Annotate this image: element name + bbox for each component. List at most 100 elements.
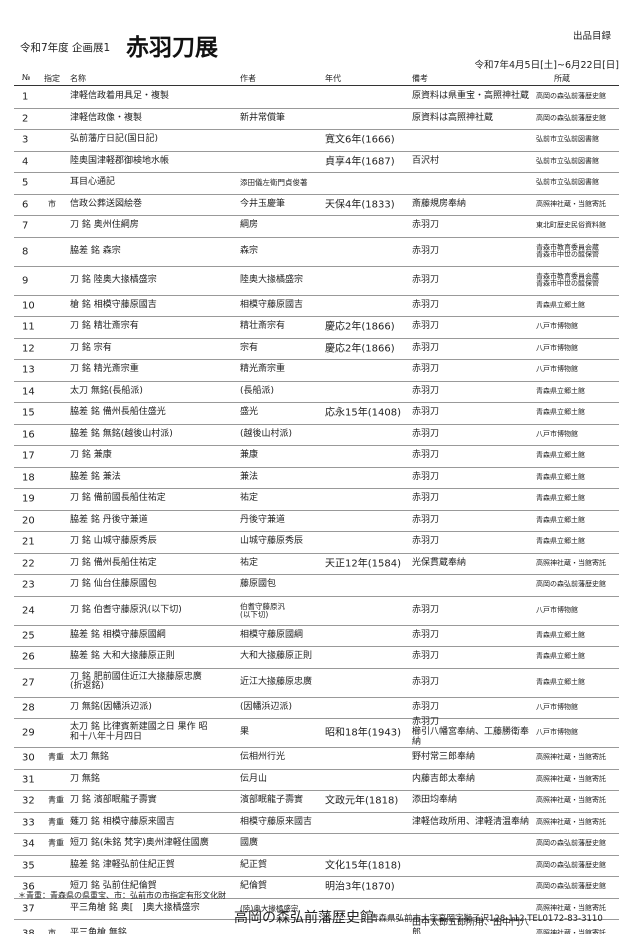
table-row: 25 脇差 銘 相模守藤原國綱 相模守藤原國綱 赤羽刀 青森県立郷土館 (14, 626, 619, 647)
table-row: 37 平三角槍 銘 奥[ ]奥大掾橘盛宗 (陸)奥大掾橘盛宗 高照神社蔵・当館寄託 (14, 899, 619, 920)
item-name: 陸奥国津軽郡御検地水帳 (70, 155, 170, 166)
author: 濱部眠龍子壽實 (240, 795, 304, 806)
remarks: 赤羽刀 (412, 385, 440, 396)
era: 慶応2年(1866) (325, 321, 395, 333)
remarks: 赤羽刀 (412, 220, 440, 231)
remarks: 田中太郎五郎所用、田中門八郎 奉納、槍柄・槍鞘と組み合う (412, 918, 530, 934)
owner: 高照神社蔵・当館寄託 (536, 199, 606, 208)
item-name: 刀 銘 兼康 (70, 450, 112, 461)
era: 明治3年(1870) (325, 881, 395, 893)
table-row: 3 弘前藩庁日記(国日記) 寛文6年(1666) 弘前市立弘前図書館 (14, 130, 619, 152)
owner: 高岡の森弘前藩歴史館 (536, 580, 606, 589)
item-name: 短刀 銘 弘前住紀倫賀 (70, 881, 157, 892)
owner: 高岡の森弘前藩歴史館 (536, 860, 606, 869)
remarks: 野村常三郎奉納 (412, 752, 476, 763)
table-row: 38 市 平三角槍 無銘 田中太郎五郎所用、田中門八郎 奉納、槍柄・槍鞘と組み合う高照… (14, 918, 619, 934)
item-name: 脇差 銘 無銘(越後山村派) (70, 428, 173, 439)
owner: 八戸市博物館 (536, 728, 578, 737)
author: 相模守藤原國吉 (240, 299, 304, 310)
table-row: 11 刀 銘 精壮斎宗有 精壮斎宗有 慶応2年(1866) 赤羽刀 八戸市博物館 (14, 317, 619, 339)
author: 丹後守兼道 (240, 514, 286, 525)
remarks: 赤羽刀 (412, 536, 440, 547)
item-number: 4 (22, 156, 29, 168)
remarks: 津軽信政所用、津軽清温奉納 (412, 816, 530, 827)
exhibition-subtitle: 令和7年度 企画展1 (20, 42, 111, 54)
author: 山城守藤原秀辰 (240, 536, 304, 547)
owner: 高照神社蔵・当館寄託 (536, 817, 606, 826)
item-name: 刀 銘 肥前國住近江大掾藤原忠廣 (折返銘) (70, 671, 202, 692)
item-number: 3 (22, 134, 29, 146)
item-number: 10 (22, 300, 35, 312)
item-name: 太刀 無銘 (70, 752, 109, 763)
remarks: 赤羽刀 (412, 321, 440, 332)
remarks: 赤羽刀 (412, 407, 440, 418)
item-name: 弘前藩庁日記(国日記) (70, 134, 159, 145)
owner: 青森市教育委員会蔵 青森市中世の館保管 (536, 242, 599, 259)
owner: 東北町歴史民俗資料館 (536, 221, 606, 230)
table-row: 28 刀 無銘(因幡浜辺派) (因幡浜辺派) 赤羽刀 八戸市博物館 (14, 698, 619, 719)
owner: 弘前市立弘前図書館 (536, 156, 599, 165)
table-header: № 指定 名称 作者 年代 備考 所蔵 (14, 72, 619, 86)
author: 兼法 (240, 471, 259, 482)
item-name: 脇差 銘 津軽弘前住紀正賀 (70, 859, 175, 870)
owner: 青森県立郷土館 (536, 494, 585, 503)
table-row: 23 刀 銘 仙台住藤原國包 藤原國包 高岡の森弘前藩歴史館 (14, 575, 619, 597)
item-name: 平三角槍 無銘 (70, 928, 127, 934)
remarks: 赤羽刀 (412, 471, 440, 482)
owner: 八戸市博物館 (536, 605, 578, 614)
owner: 高照神社蔵・当館寄託 (536, 796, 606, 805)
remarks: 光保貫蔵奉納 (412, 557, 467, 568)
catalog-label: 出品目録 (572, 31, 611, 42)
table-row: 10 槍 銘 相模守藤原國吉 相模守藤原國吉 赤羽刀 青森県立郷土館 (14, 296, 619, 317)
item-number: 38 (22, 928, 35, 934)
exhibition-title: 赤羽刀展 (126, 35, 218, 61)
item-name: 刀 銘 宗有 (70, 342, 112, 353)
item-name: 平三角槍 銘 奥[ ]奥大掾橘盛宗 (70, 902, 200, 913)
item-number: 24 (22, 605, 35, 616)
item-number: 36 (22, 881, 35, 893)
remarks: 赤羽刀 (412, 514, 440, 525)
era: 天正12年(1584) (325, 558, 401, 570)
owner: 高照神社蔵・当館寄託 (536, 929, 606, 934)
remarks: 赤羽刀 (412, 701, 440, 712)
item-number: 6 (22, 199, 29, 211)
catalog-table: 1 津軽信政着用具足・複製 原資料は県重宝・高照神社蔵 高岡の森弘前藩歴史館 2 津軽信政… (14, 87, 619, 934)
era: 昭和18年(1943) (325, 727, 401, 739)
remarks: 赤羽刀 (412, 428, 440, 439)
author: 伝相州行光 (240, 752, 286, 763)
table-row: 5 耳目心通記 添田儀左衛門貞俊著 弘前市立弘前図書館 (14, 173, 619, 195)
designation: 市 (48, 199, 56, 209)
era: 慶応2年(1866) (325, 343, 395, 355)
col-no: № (22, 73, 31, 82)
item-name: 短刀 銘(朱銘 梵字)奥州津軽住國廣 (70, 838, 209, 849)
item-number: 12 (22, 343, 35, 355)
remarks: 赤羽刀 (412, 274, 440, 285)
owner: 高岡の森弘前藩歴史館 (536, 882, 606, 891)
item-name: 脇差 銘 森宗 (70, 245, 121, 256)
item-name: 薙刀 銘 相模守藤原来國吉 (70, 816, 175, 827)
owner: 青森県立郷土館 (536, 677, 585, 686)
item-number: 31 (22, 774, 35, 786)
remarks: 赤羽刀 (412, 604, 440, 615)
era: 貞享4年(1687) (325, 156, 395, 168)
remarks: 赤羽刀 (412, 299, 440, 310)
table-row: 26 脇差 銘 大和大掾藤原正則 大和大掾藤原正則 赤羽刀 青森県立郷土館 (14, 647, 619, 669)
item-name: 刀 銘 奥州住綱房 (70, 220, 139, 231)
table-row: 30 青重 太刀 無銘 伝相州行光 野村常三郎奉納 高照神社蔵・当館寄託 (14, 748, 619, 770)
owner: 八戸市博物館 (536, 343, 578, 352)
remarks: 赤羽刀 (412, 450, 440, 461)
remarks: 添田均奉納 (412, 795, 458, 806)
item-number: 23 (22, 579, 35, 591)
owner: 青森県立郷土館 (536, 652, 585, 661)
table-row: 17 刀 銘 兼康 兼康 赤羽刀 青森県立郷土館 (14, 446, 619, 468)
designation: 市 (48, 928, 56, 934)
item-name: 刀 銘 精壮斎宗有 (70, 321, 139, 332)
table-row: 35 脇差 銘 津軽弘前住紀正賀 紀正賀 文化15年(1818) 高岡の森弘前藩歴史館 (14, 856, 619, 877)
owner: 青森市教育委員会蔵 青森市中世の館保管 (536, 271, 599, 288)
item-number: 29 (22, 727, 35, 739)
era: 天保4年(1833) (325, 199, 395, 211)
era: 寛文6年(1666) (325, 134, 395, 146)
item-number: 11 (22, 321, 35, 333)
table-row: 32 青重刀 銘 濱部眠龍子壽實 濱部眠龍子壽實 文政元年(1818) 添田均奉納 高照神… (14, 791, 619, 813)
author: 藤原國包 (240, 579, 277, 590)
